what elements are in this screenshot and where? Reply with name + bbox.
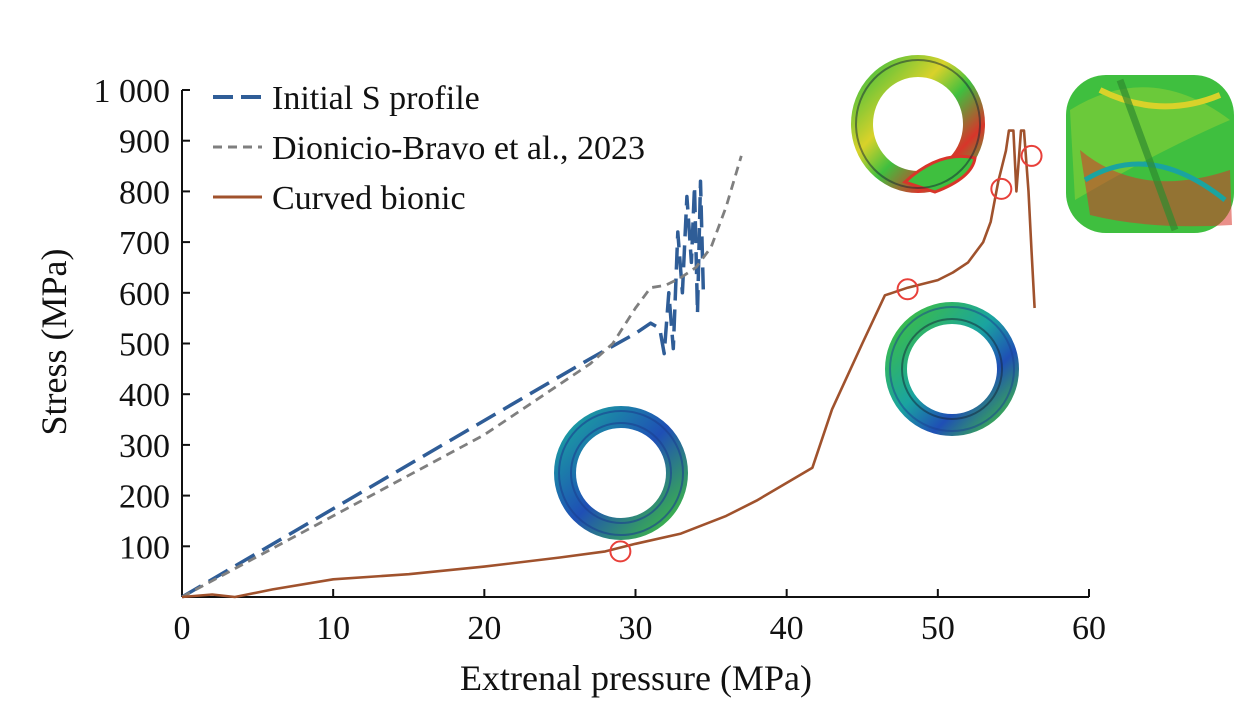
x-axis-title: Extrenal pressure (MPa) [460, 658, 812, 698]
highlight-marker [896, 278, 919, 301]
y-tick-label: 100 [119, 529, 170, 566]
y-tick-label: 900 [119, 124, 170, 161]
x-tick-label: 0 [174, 610, 191, 647]
y-tick-label: 500 [119, 327, 170, 364]
ring-stress-48 [885, 302, 1019, 436]
y-tick-label: 800 [119, 174, 170, 211]
y-tick-label: 300 [119, 428, 170, 465]
y-tick-label: 400 [119, 377, 170, 414]
highlight-marker [990, 177, 1013, 200]
y-axis-title: Stress (MPa) [34, 249, 74, 436]
x-tick-label: 10 [316, 610, 350, 647]
legend-label-curved-bionic: Curved bionic [272, 180, 466, 217]
x-tick-label: 30 [619, 610, 653, 647]
highlight-marker [609, 540, 632, 563]
legend-label-dionicio: Dionicio-Bravo et al., 2023 [272, 130, 645, 167]
legend: Initial S profile Dionicio-Bravo et al.,… [213, 80, 645, 217]
highlight-marker [1020, 144, 1043, 167]
ring-buckling-54 [851, 55, 985, 194]
y-tick-label: 700 [119, 225, 170, 262]
legend-label-initial-s: Initial S profile [272, 80, 480, 117]
series-line-2 [181, 129, 1036, 599]
y-tick-label: 600 [119, 276, 170, 313]
y-tick-label: 1 000 [94, 73, 171, 110]
ring-collapse-56 [1066, 75, 1234, 233]
x-tick-label: 50 [921, 610, 955, 647]
series-line-0 [181, 179, 706, 599]
x-tick-label: 40 [770, 610, 804, 647]
y-tick-label: 200 [119, 479, 170, 516]
series-line-1 [181, 155, 743, 599]
ring-stress-29 [554, 406, 688, 540]
x-tick-label: 60 [1072, 610, 1106, 647]
x-tick-label: 20 [467, 610, 501, 647]
